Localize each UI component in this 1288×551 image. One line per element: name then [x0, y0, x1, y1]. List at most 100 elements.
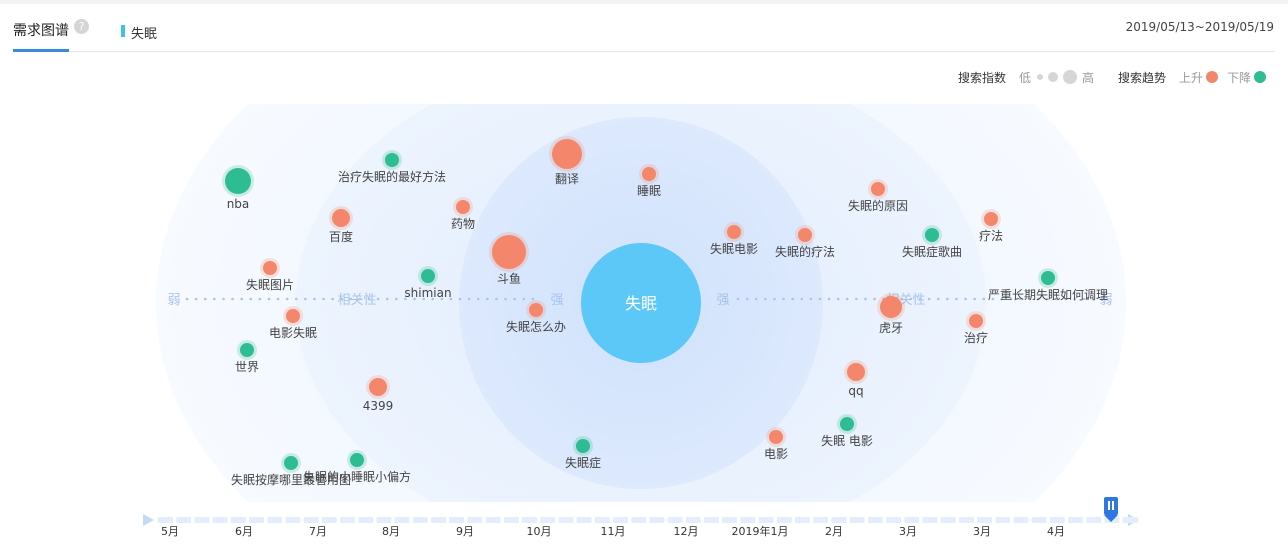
word-bubble[interactable] [421, 269, 435, 283]
word-bubble[interactable] [925, 228, 939, 242]
timeline-segment[interactable] [758, 517, 774, 523]
timeline-segment[interactable] [321, 517, 337, 523]
timeline-segment[interactable] [558, 517, 574, 523]
word-node[interactable]: 世界 [235, 340, 259, 374]
timeline-segment[interactable] [522, 517, 537, 523]
timeline-segment[interactable] [667, 517, 683, 523]
timeline-segment[interactable] [995, 517, 1011, 523]
timeline-segment[interactable] [212, 517, 228, 523]
timeline-segment[interactable] [340, 517, 355, 523]
timeline-segment[interactable] [1068, 517, 1083, 523]
timeline-segment[interactable] [904, 517, 920, 523]
help-icon[interactable]: ? [74, 19, 89, 34]
timeline-handle-body[interactable] [1104, 497, 1118, 515]
timeline-segment[interactable] [795, 517, 810, 523]
timeline-segment[interactable] [1031, 517, 1047, 523]
timeline-segment[interactable] [849, 517, 865, 523]
word-node[interactable]: 治疗失眠的最好方法 [338, 150, 446, 184]
word-bubble[interactable] [727, 225, 741, 239]
word-node[interactable]: 斗鱼 [489, 232, 529, 286]
timeline-segment[interactable] [412, 517, 428, 523]
word-bubble[interactable] [286, 309, 300, 323]
word-node[interactable]: 疗法 [979, 209, 1003, 243]
center-bubble[interactable] [581, 243, 701, 363]
word-node[interactable]: 电影失眠 [269, 306, 317, 340]
timeline-segment[interactable] [249, 517, 264, 523]
timeline-segment[interactable] [449, 517, 465, 523]
timeline-segment[interactable] [1086, 517, 1102, 523]
word-node[interactable]: 失眠按摩哪里最管用图 [231, 453, 351, 487]
timeline-segment[interactable] [576, 517, 592, 523]
timeline-segment[interactable] [158, 517, 173, 523]
word-node[interactable]: 4399 [363, 375, 394, 413]
word-node[interactable]: 失眠电影 [710, 222, 758, 256]
word-node[interactable]: shimian [404, 266, 452, 300]
word-bubble[interactable] [492, 235, 526, 269]
timeline-segment[interactable] [1013, 517, 1029, 523]
word-node[interactable]: 失眠的疗法 [775, 225, 835, 259]
word-node[interactable]: 失眠 电影 [821, 414, 873, 448]
word-bubble[interactable] [880, 296, 902, 318]
word-bubble[interactable] [225, 168, 251, 194]
timeline-segment[interactable] [485, 517, 501, 523]
timeline-segment[interactable] [740, 517, 756, 523]
center-node[interactable]: 失眠 [581, 243, 701, 363]
word-node[interactable]: 严重长期失眠如何调理 [988, 268, 1108, 302]
word-node[interactable]: 失眠症 [565, 436, 601, 470]
timeline-segment[interactable] [867, 517, 883, 523]
word-bubble[interactable] [642, 167, 656, 181]
word-bubble[interactable] [456, 200, 470, 214]
word-bubble[interactable] [369, 378, 387, 396]
timeline-segment[interactable] [503, 517, 519, 523]
word-bubble[interactable] [769, 430, 783, 444]
word-bubble[interactable] [240, 343, 254, 357]
timeline-segment[interactable] [540, 517, 556, 523]
word-bubble[interactable] [529, 303, 543, 317]
timeline-segment[interactable] [1122, 517, 1138, 523]
word-bubble[interactable] [263, 261, 277, 275]
timeline-segment[interactable] [685, 517, 701, 523]
timeline-segment[interactable] [704, 517, 719, 523]
timeline-segment[interactable] [230, 517, 246, 523]
word-bubble[interactable] [332, 209, 350, 227]
timeline-segment[interactable] [886, 517, 901, 523]
word-node[interactable]: 虎牙 [877, 293, 905, 335]
word-bubble[interactable] [847, 363, 865, 381]
word-bubble[interactable] [798, 228, 812, 242]
word-node[interactable]: 睡眠 [637, 164, 661, 198]
word-node[interactable]: 药物 [451, 197, 475, 231]
timeline-segment[interactable] [958, 517, 974, 523]
tab-demand-graph[interactable]: 需求图谱 [13, 23, 69, 39]
timeline-segment[interactable] [267, 517, 283, 523]
timeline-segment[interactable] [594, 517, 610, 523]
word-node[interactable]: 电影 [764, 427, 788, 461]
word-bubble[interactable] [984, 212, 998, 226]
word-bubble[interactable] [969, 314, 983, 328]
word-node[interactable]: nba [222, 165, 254, 211]
word-node[interactable]: 治疗 [964, 311, 988, 345]
timeline-segment[interactable] [813, 517, 829, 523]
timeline-segment[interactable] [922, 517, 938, 523]
timeline-segment[interactable] [431, 517, 446, 523]
timeline-segment[interactable] [940, 517, 956, 523]
word-bubble[interactable] [576, 439, 590, 453]
timeline-segment[interactable] [176, 517, 192, 523]
timeline-segment[interactable] [467, 517, 483, 523]
timeline-segment[interactable] [394, 517, 410, 523]
timeline-segment[interactable] [831, 517, 847, 523]
word-node[interactable]: 失眠的小睡眠小偏方 [303, 450, 411, 484]
timeline-segment[interactable] [358, 517, 374, 523]
timeline-segment[interactable] [613, 517, 628, 523]
timeline-segment[interactable] [376, 517, 392, 523]
timeline-segment[interactable] [649, 517, 665, 523]
timeline-segment[interactable] [285, 517, 301, 523]
timeline-segment[interactable] [977, 517, 992, 523]
word-node[interactable]: 百度 [329, 206, 353, 244]
timeline-left-arrow-icon[interactable] [143, 514, 154, 526]
word-node[interactable]: 失眠的原因 [848, 179, 908, 213]
word-bubble[interactable] [552, 139, 582, 169]
word-bubble[interactable] [385, 153, 399, 167]
word-node[interactable]: 翻译 [549, 136, 585, 186]
word-bubble[interactable] [1041, 271, 1055, 285]
word-node[interactable]: 失眠图片 [246, 258, 294, 292]
